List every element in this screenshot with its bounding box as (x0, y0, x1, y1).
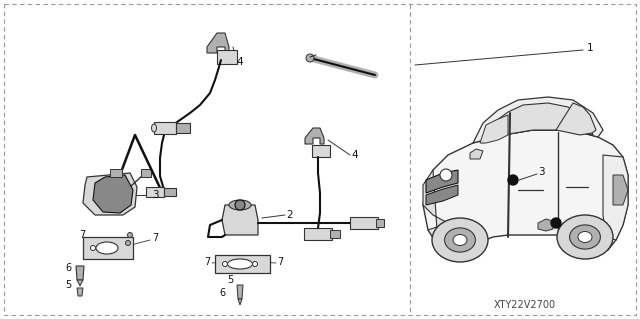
Bar (154, 122, 176, 134)
Text: 6: 6 (65, 263, 71, 273)
Ellipse shape (96, 242, 118, 254)
Text: 6: 6 (219, 288, 225, 298)
Text: 7: 7 (152, 233, 158, 243)
Bar (164, 188, 176, 196)
Bar (217, 50, 237, 64)
Polygon shape (483, 103, 593, 143)
Polygon shape (77, 288, 83, 296)
Bar (312, 145, 330, 157)
Polygon shape (480, 115, 508, 143)
Polygon shape (538, 219, 553, 231)
Polygon shape (76, 266, 84, 280)
Text: 3: 3 (152, 190, 158, 200)
Text: 4: 4 (352, 150, 358, 160)
Bar (141, 169, 151, 177)
Bar (376, 219, 384, 227)
Polygon shape (83, 173, 137, 215)
Polygon shape (77, 280, 83, 286)
Bar (110, 169, 122, 177)
Polygon shape (613, 175, 628, 205)
Polygon shape (426, 185, 458, 205)
Circle shape (223, 262, 227, 266)
Polygon shape (305, 128, 324, 144)
Circle shape (253, 262, 257, 266)
Ellipse shape (578, 232, 592, 242)
Text: 7: 7 (277, 257, 283, 267)
Text: 2: 2 (287, 210, 293, 220)
Circle shape (551, 218, 561, 228)
Bar (215, 255, 270, 273)
Text: 1: 1 (587, 43, 593, 53)
Ellipse shape (453, 234, 467, 246)
Ellipse shape (229, 200, 251, 210)
Ellipse shape (570, 225, 600, 249)
Circle shape (127, 233, 132, 238)
Polygon shape (556, 103, 596, 135)
Polygon shape (423, 130, 628, 250)
Text: 2: 2 (578, 233, 584, 243)
Circle shape (440, 169, 452, 181)
Bar (176, 123, 190, 133)
Ellipse shape (432, 218, 488, 262)
Polygon shape (426, 170, 458, 193)
Polygon shape (470, 149, 483, 159)
Polygon shape (603, 155, 628, 240)
Circle shape (90, 246, 95, 250)
Text: XTY22V2700: XTY22V2700 (494, 300, 556, 310)
Text: 5: 5 (65, 280, 71, 290)
Ellipse shape (445, 228, 476, 252)
Text: 5: 5 (227, 275, 233, 285)
Bar (83, 237, 133, 259)
Polygon shape (93, 175, 133, 213)
Ellipse shape (557, 215, 613, 259)
Polygon shape (238, 299, 242, 305)
Bar (304, 228, 332, 240)
Bar (330, 230, 340, 238)
Circle shape (235, 200, 245, 210)
Text: 4: 4 (237, 57, 243, 67)
Ellipse shape (227, 259, 253, 269)
Polygon shape (207, 33, 229, 53)
Circle shape (508, 175, 518, 185)
Text: 3: 3 (538, 167, 544, 177)
Polygon shape (423, 170, 448, 245)
Circle shape (125, 241, 131, 246)
Ellipse shape (152, 124, 157, 132)
Text: 7: 7 (79, 230, 85, 240)
Circle shape (306, 54, 314, 62)
Bar (350, 217, 378, 229)
Polygon shape (473, 97, 603, 143)
Bar (146, 187, 164, 197)
Polygon shape (237, 285, 243, 299)
Text: 7: 7 (204, 257, 210, 267)
Polygon shape (222, 205, 258, 235)
